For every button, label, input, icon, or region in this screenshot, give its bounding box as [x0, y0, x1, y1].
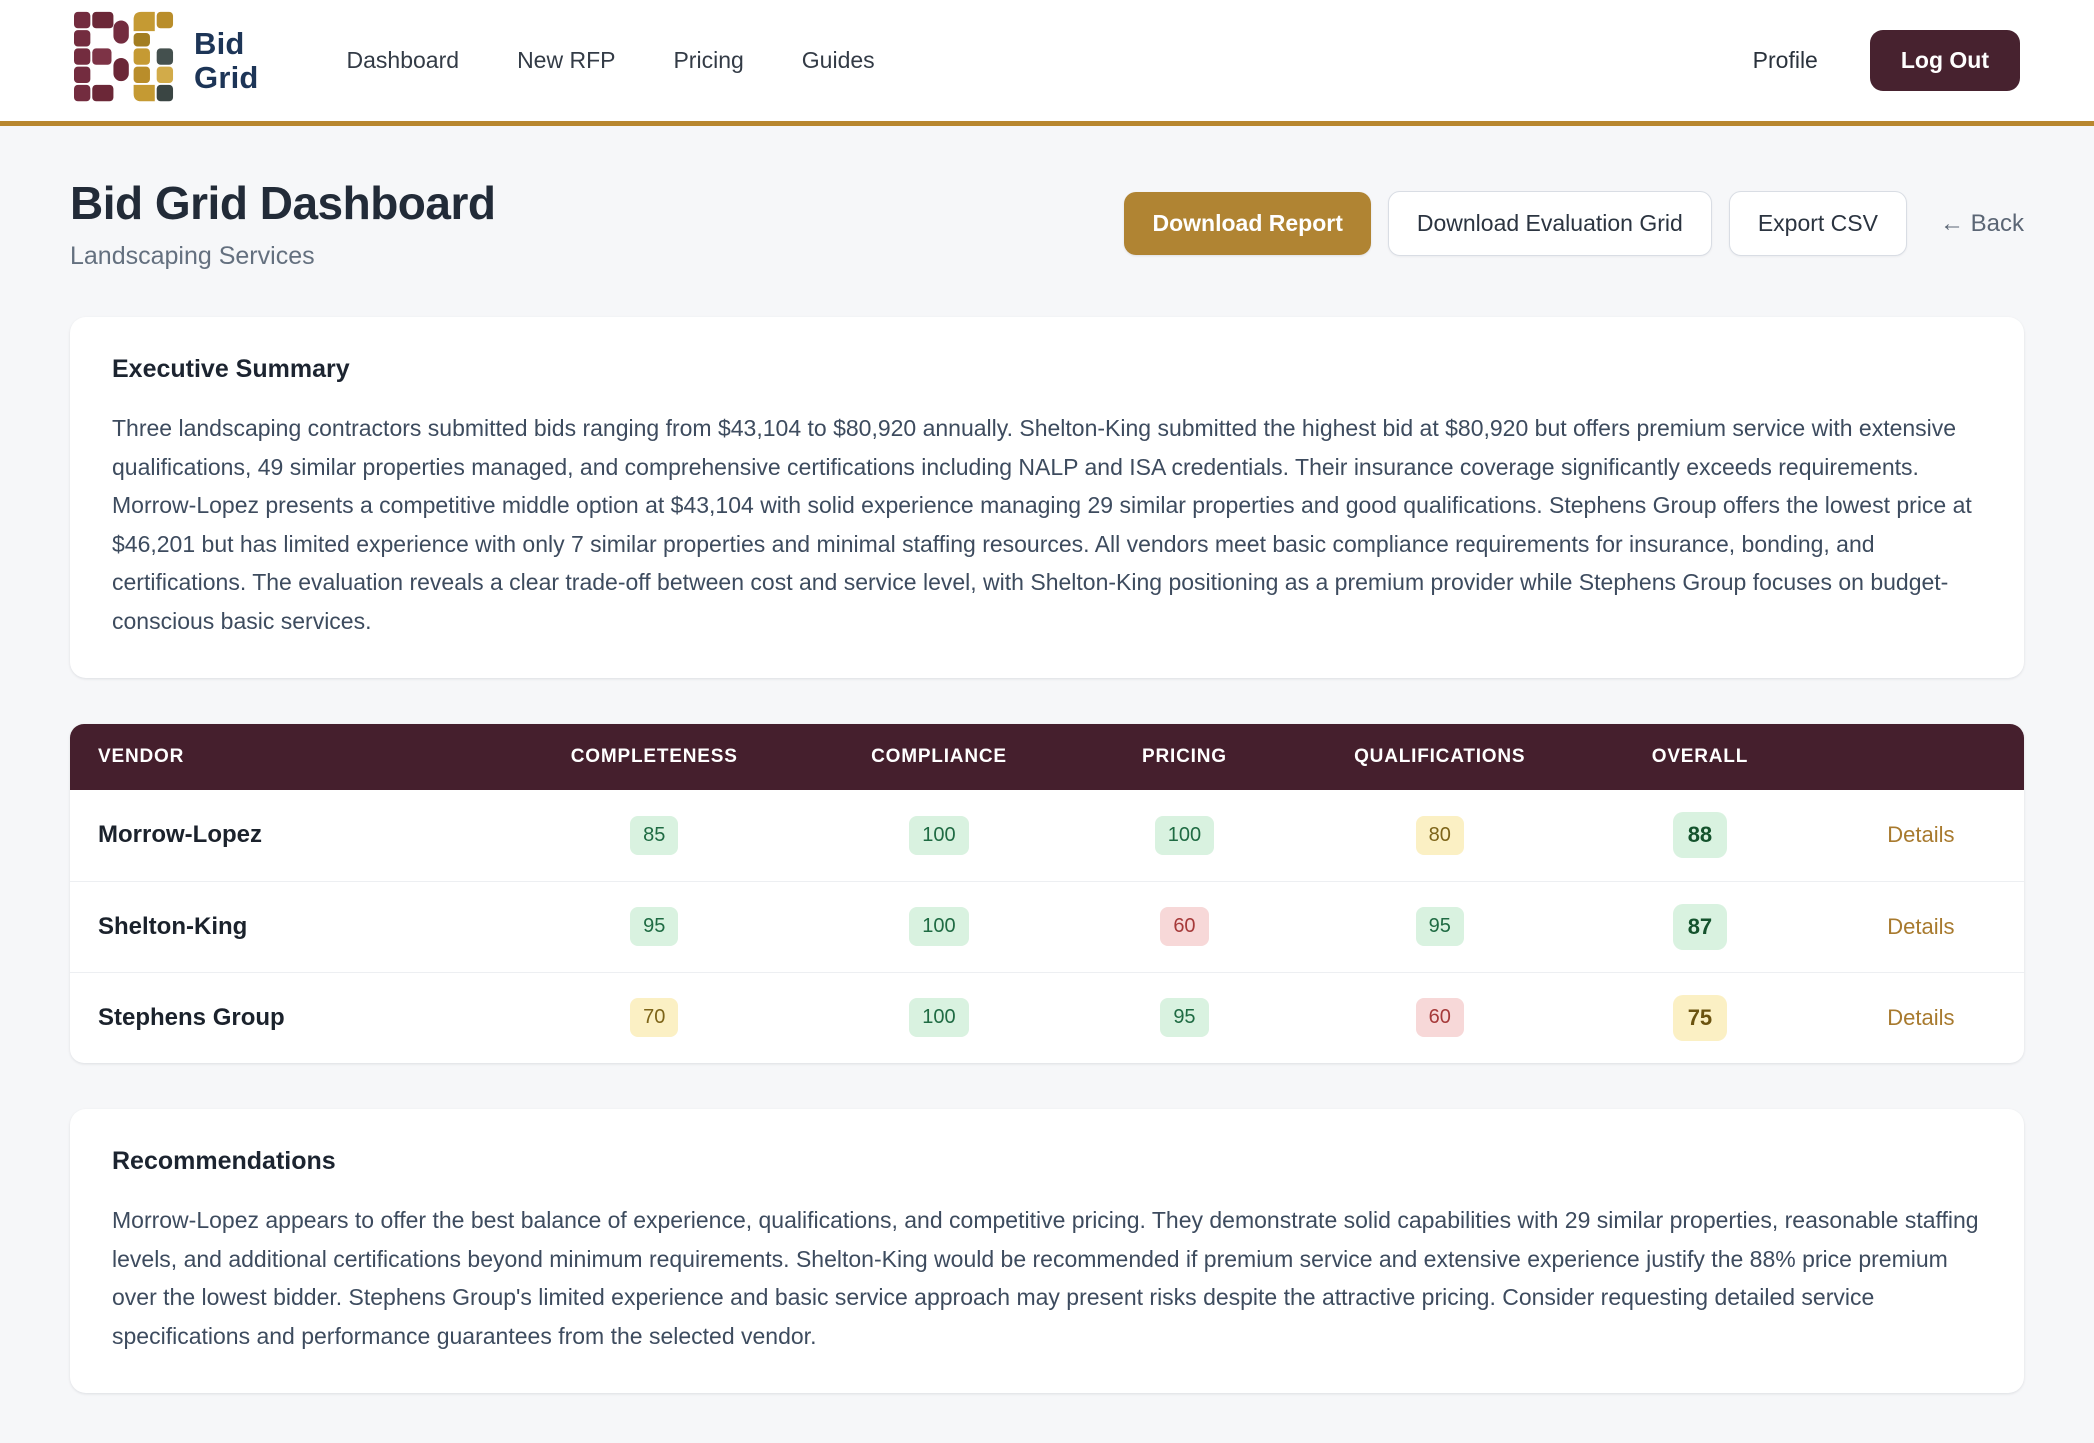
column-header-qualifications: QUALIFICATIONS [1297, 724, 1583, 790]
vendor-name: Stephens Group [70, 971, 503, 1063]
recommendations-body: Morrow-Lopez appears to offer the best b… [112, 1207, 1979, 1349]
page-title: Bid Grid Dashboard [70, 177, 496, 229]
compliance-score-cell: 100 [806, 880, 1072, 972]
compliance-score-cell: 100 [806, 971, 1072, 1063]
table-row: Morrow-Lopez 85 100 100 80 88 Details [70, 790, 2024, 881]
column-header-pricing: PRICING [1071, 724, 1298, 790]
vendor-evaluation-table: VENDOR COMPLETENESS COMPLIANCE PRICING QUALI… [70, 724, 2024, 1063]
overall-score-cell: 87 [1582, 880, 1818, 972]
back-link[interactable]: ← Back [1939, 209, 2024, 237]
details-link[interactable]: Details [1887, 913, 1955, 939]
page-title-block: Bid Grid Dashboard Landscaping Services [70, 176, 496, 271]
completeness-score-cell: 95 [502, 880, 807, 972]
details-link[interactable]: Details [1887, 1004, 1955, 1030]
topbar-right-group: Profile Log Out [1753, 30, 2020, 91]
profile-link[interactable]: Profile [1752, 47, 1818, 73]
recommendations-card: Recommendations Morrow-Lopez appears to … [70, 1109, 2024, 1393]
qualifications-score-cell: 80 [1297, 790, 1582, 881]
column-header-vendor: VENDOR [70, 724, 503, 790]
pricing-score-badge: 60 [1160, 907, 1209, 946]
download-evaluation-grid-button[interactable]: Download Evaluation Grid [1387, 191, 1712, 256]
page-actions: Download Report Download Evaluation Grid… [1124, 191, 2024, 256]
completeness-score-badge: 70 [630, 998, 679, 1038]
executive-summary-heading: Executive Summary [112, 355, 350, 383]
completeness-score-badge: 85 [630, 815, 679, 855]
vendor-name: Morrow-Lopez [98, 821, 262, 849]
pricing-score-badge: 100 [1154, 815, 1215, 855]
pricing-score-badge: 95 [1160, 998, 1209, 1038]
logout-button[interactable]: Log Out [1869, 30, 2020, 91]
qualifications-score-badge: 95 [1415, 907, 1464, 946]
pricing-score-cell: 60 [1071, 880, 1298, 972]
pricing-score-cell: 100 [1072, 790, 1298, 881]
executive-summary-card: Executive Summary Three landscaping cont… [70, 317, 2024, 678]
qualifications-score-cell: 60 [1297, 971, 1583, 1063]
compliance-score-cell: 100 [806, 790, 1071, 881]
details-cell: Details [1817, 880, 2024, 972]
overall-score-cell: 75 [1582, 971, 1818, 1063]
page-header-row: Bid Grid Dashboard Landscaping Services … [70, 176, 2024, 271]
bid-grid-mosaic-logo-icon [74, 10, 174, 111]
details-link[interactable]: Details [1887, 822, 1955, 848]
compliance-score-badge: 100 [909, 907, 969, 946]
column-header-details [1817, 724, 2024, 790]
overall-score-badge: 87 [1672, 903, 1728, 950]
qualifications-score-badge: 60 [1415, 998, 1464, 1038]
compliance-score-badge: 100 [909, 998, 969, 1038]
vendor-evaluation-table-card: VENDOR COMPLETENESS COMPLIANCE PRICING QUALI… [70, 724, 2024, 1063]
table-row: Stephens Group 70 100 95 60 75 Details [70, 971, 2024, 1063]
vendor-name: Shelton-King [70, 880, 503, 972]
page-subtitle: Landscaping Services [70, 242, 315, 270]
nav-item-dashboard[interactable]: Dashboard [346, 47, 460, 73]
brand-logo[interactable]: Bid Grid [74, 10, 259, 111]
column-header-overall: OVERALL [1582, 724, 1818, 790]
compliance-score-badge: 100 [909, 815, 969, 855]
completeness-score-cell: 85 [502, 790, 806, 881]
nav-item-guides[interactable]: Guides [801, 47, 875, 73]
pricing-score-cell: 95 [1071, 971, 1298, 1063]
main-nav: Dashboard New RFP Pricing Guides [347, 47, 875, 74]
details-cell: Details [1817, 971, 2024, 1063]
export-csv-button[interactable]: Export CSV [1728, 191, 1907, 256]
main-content: Bid Grid Dashboard Landscaping Services … [0, 176, 2094, 1443]
brand-wordmark: Bid Grid [194, 25, 259, 95]
table-header-row: VENDOR COMPLETENESS COMPLIANCE PRICING QUALI… [70, 724, 2024, 790]
completeness-score-cell: 70 [502, 971, 807, 1063]
overall-score-badge: 75 [1672, 994, 1728, 1041]
nav-item-new-rfp[interactable]: New RFP [517, 47, 616, 73]
details-cell: Details [1818, 790, 2024, 881]
download-report-button[interactable]: Download Report [1124, 192, 1371, 255]
executive-summary-body: Three landscaping contractors submitted … [112, 415, 1972, 634]
top-navigation-bar: Bid Grid Dashboard New RFP Pricing Guide… [0, 0, 2094, 126]
table-body: Morrow-Lopez 85 100 100 80 88 Details Shelton-K… [70, 790, 2024, 1063]
overall-score-badge: 88 [1672, 812, 1728, 859]
nav-item-pricing[interactable]: Pricing [673, 47, 744, 73]
column-header-compliance: COMPLIANCE [806, 724, 1072, 790]
qualifications-score-badge: 80 [1415, 815, 1464, 855]
overall-score-cell: 88 [1582, 790, 1818, 881]
recommendations-heading: Recommendations [112, 1147, 336, 1175]
qualifications-score-cell: 95 [1297, 880, 1583, 972]
completeness-score-badge: 95 [630, 907, 679, 946]
table-row: Shelton-King 95 100 60 95 87 Details [70, 880, 2024, 972]
column-header-completeness: COMPLETENESS [502, 724, 807, 790]
